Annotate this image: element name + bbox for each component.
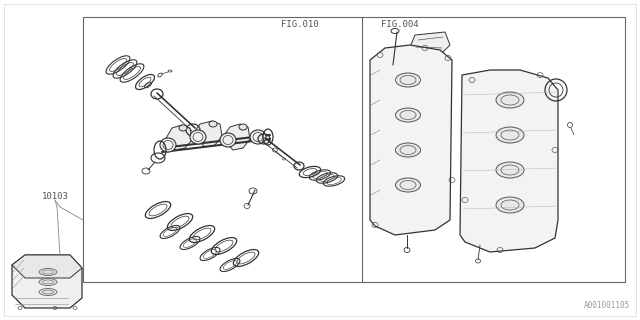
Text: 10103: 10103	[42, 191, 68, 201]
Text: A001001105: A001001105	[584, 301, 630, 310]
Polygon shape	[410, 32, 450, 57]
Ellipse shape	[39, 278, 57, 285]
Polygon shape	[222, 124, 250, 150]
Text: FIG.010: FIG.010	[281, 20, 319, 28]
Polygon shape	[370, 45, 452, 235]
Ellipse shape	[220, 133, 236, 147]
Ellipse shape	[39, 289, 57, 295]
Polygon shape	[12, 255, 82, 278]
Polygon shape	[192, 121, 222, 147]
Ellipse shape	[396, 143, 420, 157]
Ellipse shape	[396, 178, 420, 192]
Ellipse shape	[209, 121, 217, 127]
Bar	[83, 17, 625, 282]
Ellipse shape	[496, 127, 524, 143]
Ellipse shape	[239, 124, 247, 130]
Polygon shape	[460, 70, 558, 252]
Polygon shape	[12, 255, 82, 308]
Ellipse shape	[396, 73, 420, 87]
Ellipse shape	[496, 92, 524, 108]
Polygon shape	[165, 125, 192, 150]
Ellipse shape	[496, 162, 524, 178]
Ellipse shape	[496, 197, 524, 213]
Text: FIG.004: FIG.004	[381, 20, 419, 28]
Ellipse shape	[179, 125, 187, 131]
Ellipse shape	[160, 138, 176, 152]
Ellipse shape	[190, 130, 206, 144]
Ellipse shape	[396, 108, 420, 122]
Ellipse shape	[250, 130, 266, 144]
Ellipse shape	[39, 268, 57, 276]
